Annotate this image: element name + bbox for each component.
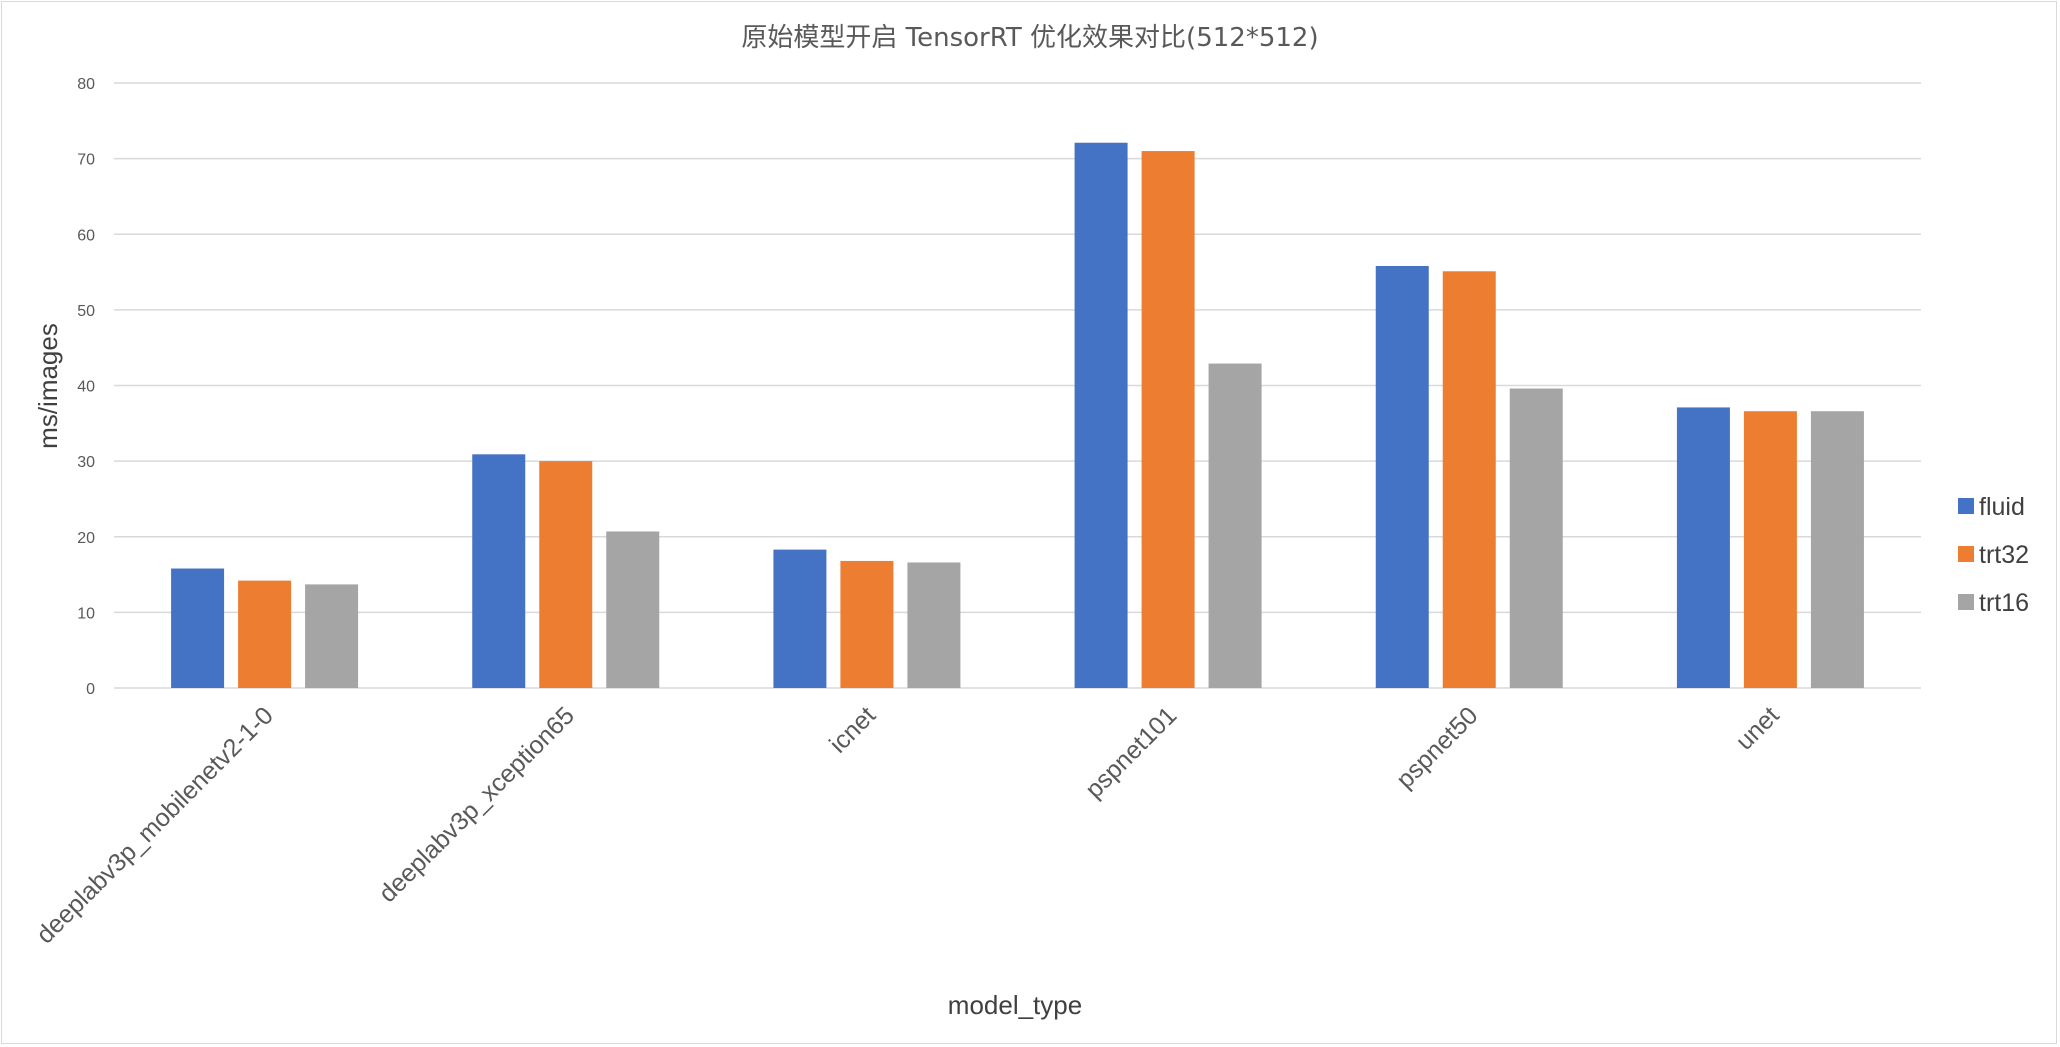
x-tick-label: pspnet101 <box>1080 701 1182 803</box>
legend-swatch-trt32 <box>1958 546 1974 562</box>
y-axis-label: ms/images <box>33 323 63 449</box>
bar-fluid <box>773 549 827 688</box>
bars <box>171 142 1864 688</box>
x-axis-ticks: deeplabv3p_mobilenetv2-1-0 deeplabv3p_xce… <box>31 701 1785 949</box>
x-tick-label: unet <box>1730 701 1784 755</box>
y-tick-label: 30 <box>77 454 95 471</box>
y-tick-label: 70 <box>77 152 95 169</box>
x-tick-label: pspnet50 <box>1391 701 1484 794</box>
legend-label-trt32: trt32 <box>1979 541 2029 569</box>
bar-fluid <box>171 568 225 688</box>
legend-label-trt16: trt16 <box>1979 589 2029 617</box>
bar-trt32 <box>1141 151 1195 688</box>
y-tick-label: 80 <box>77 76 95 93</box>
bar-fluid <box>1375 266 1429 688</box>
x-tick-label: deeplabv3p_mobilenetv2-1-0 <box>31 701 279 949</box>
chart-title: 原始模型开启 TensorRT 优化效果对比(512*512) <box>741 23 1318 53</box>
bar-trt16 <box>1208 363 1262 688</box>
bar-trt16 <box>606 531 660 688</box>
bar-trt32 <box>1743 411 1797 688</box>
x-axis-label: model_type <box>948 990 1082 1020</box>
bar-fluid <box>1676 407 1730 688</box>
y-axis-ticks: 0 10 20 30 40 50 60 70 80 <box>77 76 95 698</box>
legend-label-fluid: fluid <box>1979 493 2025 521</box>
legend: fluid trt32 trt16 <box>1958 493 2029 617</box>
bar-trt16 <box>907 562 961 688</box>
y-tick-label: 60 <box>77 227 95 244</box>
bar-trt32 <box>539 461 593 688</box>
y-tick-label: 50 <box>77 303 95 320</box>
gridlines <box>114 82 1921 689</box>
bar-fluid <box>472 454 526 688</box>
x-tick-label: deeplabv3p_xception65 <box>373 701 580 908</box>
bar-trt16 <box>1509 388 1563 688</box>
bar-fluid <box>1074 142 1128 688</box>
y-tick-label: 20 <box>77 530 95 547</box>
legend-swatch-trt16 <box>1958 594 1974 610</box>
y-tick-label: 40 <box>77 379 95 396</box>
bar-trt32 <box>840 560 894 688</box>
bar-trt16 <box>1810 411 1864 688</box>
bar-trt32 <box>1442 271 1496 688</box>
x-tick-label: icnet <box>824 701 881 758</box>
bar-trt32 <box>238 580 292 688</box>
bar-trt16 <box>305 584 359 688</box>
y-tick-label: 10 <box>77 605 95 622</box>
y-tick-label: 0 <box>86 681 95 698</box>
legend-swatch-fluid <box>1958 498 1974 514</box>
